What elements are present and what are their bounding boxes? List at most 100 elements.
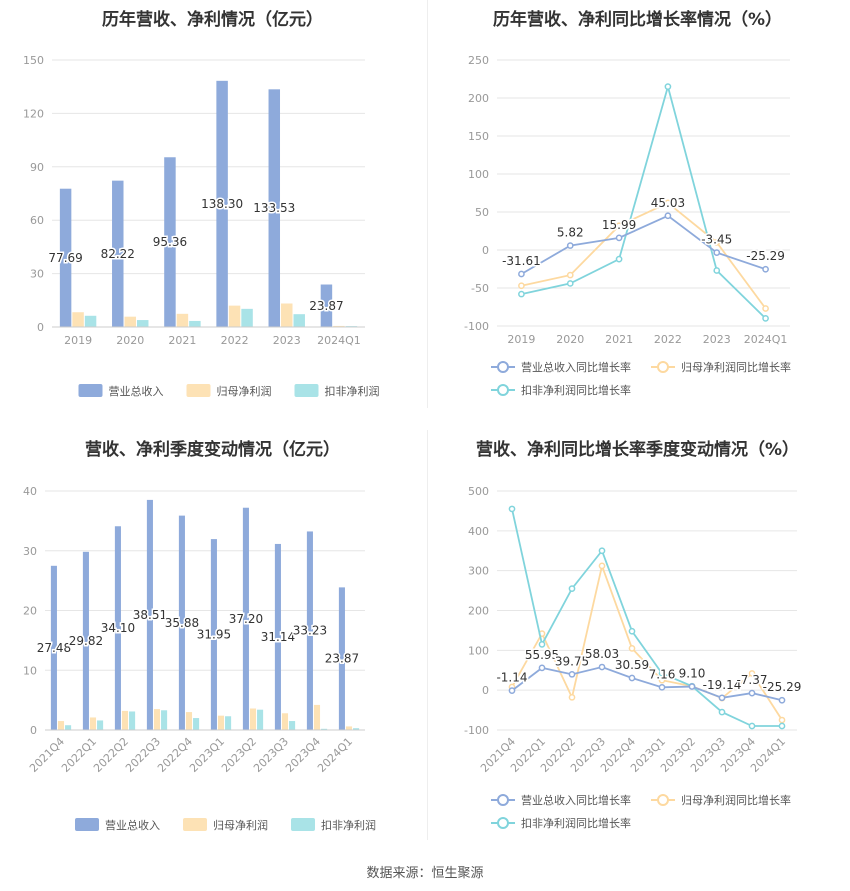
legend-marker bbox=[657, 794, 669, 806]
bar-chart-svg: 0 30 60 90 120 150 77.69 82.22 95.36 138.30 133.53… bbox=[23, 54, 380, 398]
bar-net-profit bbox=[124, 316, 136, 327]
data-point bbox=[658, 676, 666, 684]
data-point bbox=[518, 290, 525, 298]
data-point bbox=[748, 722, 756, 730]
bar-deducted-profit bbox=[84, 315, 97, 327]
data-point bbox=[538, 641, 546, 648]
bar-deducted-profit bbox=[189, 320, 201, 327]
legend-swatch bbox=[294, 384, 319, 397]
bar-net-profit bbox=[121, 710, 129, 730]
bar-revenue bbox=[306, 531, 313, 730]
bar-revenue bbox=[274, 543, 281, 730]
series-line-deducted-profit bbox=[521, 83, 767, 320]
bar-revenue bbox=[320, 284, 333, 327]
y-tick-label: 30 bbox=[23, 545, 37, 558]
data-point bbox=[762, 305, 769, 312]
data-label: 138.30 bbox=[201, 197, 243, 211]
bar-net-profit bbox=[345, 726, 353, 730]
bar-revenue bbox=[178, 515, 185, 730]
series-line-revenue bbox=[511, 666, 783, 702]
data-point bbox=[628, 674, 636, 682]
legend-label: 归母净利润 bbox=[217, 384, 272, 398]
x-tick-label: 2022 bbox=[221, 334, 249, 347]
data-point bbox=[778, 722, 786, 730]
chart-title: 营收、净利同比增长率季度变动情况（%） bbox=[475, 440, 800, 460]
y-tick-label: 200 bbox=[468, 605, 489, 618]
x-tick-label: 2024Q1 bbox=[744, 333, 788, 346]
series-line-revenue bbox=[520, 214, 766, 275]
y-tick-label: 90 bbox=[30, 161, 44, 174]
data-label: 31.95 bbox=[197, 628, 231, 642]
data-point bbox=[568, 585, 576, 592]
bar-deducted-profit bbox=[293, 314, 305, 327]
bar-net-profit bbox=[57, 721, 65, 730]
bar-revenue bbox=[114, 526, 121, 730]
legend-label: 归母净利润同比增长率 bbox=[681, 360, 791, 374]
x-tick-label: 2021 bbox=[605, 333, 633, 346]
bar-revenue bbox=[242, 507, 249, 730]
data-label: 55.95 bbox=[525, 648, 559, 662]
bar-deducted-profit bbox=[257, 709, 264, 730]
data-point bbox=[713, 249, 721, 256]
bar-deducted-profit bbox=[225, 716, 232, 730]
bar-net-profit bbox=[185, 712, 193, 730]
data-label: 37.20 bbox=[229, 612, 263, 626]
data-label: -1.14 bbox=[496, 671, 527, 685]
line-chart-svg: -100 0 100 200 300 400 500 -1.14 55.9539.7558.03… bbox=[464, 485, 803, 830]
legend-marker bbox=[497, 794, 509, 806]
bar-revenue bbox=[338, 587, 345, 730]
legend-swatch bbox=[75, 818, 99, 831]
data-point bbox=[664, 212, 672, 220]
data-point bbox=[762, 265, 769, 273]
series-line-deducted-profit bbox=[511, 508, 782, 727]
legend-swatch bbox=[183, 818, 207, 831]
data-label: 7.16 bbox=[649, 667, 676, 681]
x-tick-label: 2024Q1 bbox=[317, 334, 361, 347]
chart-title: 历年营收、净利同比增长率情况（%） bbox=[492, 10, 783, 30]
quarterly-growth-rate-chart: 营收、净利同比增长率季度变动情况（%） -100 0 100 200 300 400 500… bbox=[425, 430, 850, 850]
data-label: -31.61 bbox=[502, 254, 541, 268]
y-tick-label: -100 bbox=[464, 724, 489, 737]
y-tick-label: 30 bbox=[30, 268, 44, 281]
data-point bbox=[718, 708, 726, 716]
data-label: -7.37 bbox=[736, 673, 767, 687]
data-point bbox=[658, 670, 666, 677]
data-point bbox=[518, 282, 525, 290]
y-tick-label: 100 bbox=[468, 644, 489, 657]
annual-growth-rate-chart: 历年营收、净利同比增长率情况（%） -100 -50 0 50 100 150 200 250… bbox=[425, 0, 850, 410]
data-label: 39.75 bbox=[555, 654, 589, 668]
data-label: 133.53 bbox=[253, 201, 295, 215]
data-point bbox=[748, 670, 756, 677]
data-point bbox=[628, 644, 636, 652]
x-tick-label: 2019 bbox=[507, 333, 535, 346]
data-point bbox=[518, 270, 525, 278]
data-point bbox=[598, 663, 606, 671]
line-chart-svg: -100 -50 0 50 100 150 200 250 -31.61 5.82 15.99 45.… bbox=[464, 54, 791, 397]
data-label: 77.69 bbox=[48, 251, 82, 265]
y-tick-label: 0 bbox=[30, 724, 37, 737]
data-label: 31.14 bbox=[261, 630, 295, 644]
y-tick-label: 400 bbox=[468, 525, 489, 538]
legend-label: 扣非净利润同比增长率 bbox=[521, 816, 631, 830]
data-label: 5.82 bbox=[557, 226, 584, 240]
panel-divider bbox=[427, 0, 428, 408]
bar-deducted-profit bbox=[97, 720, 104, 730]
bar-net-profit bbox=[249, 708, 257, 730]
bar-revenue bbox=[82, 551, 89, 730]
bar-net-profit bbox=[281, 303, 293, 327]
x-tick-label: 2024Q1 bbox=[315, 735, 355, 775]
bar-net-profit bbox=[228, 305, 241, 327]
legend-label: 归母净利润同比增长率 bbox=[681, 793, 791, 807]
y-tick-label: 0 bbox=[37, 321, 44, 334]
data-label: -3.45 bbox=[701, 233, 732, 247]
bar-revenue bbox=[216, 80, 228, 328]
series-line-net-profit bbox=[521, 201, 767, 310]
y-tick-label: 300 bbox=[468, 565, 489, 578]
data-point bbox=[718, 694, 726, 702]
bar-net-profit bbox=[217, 715, 225, 730]
y-tick-label: 60 bbox=[30, 214, 44, 227]
legend-label: 扣非净利润同比增长率 bbox=[521, 383, 631, 397]
y-tick-label: 0 bbox=[482, 244, 489, 257]
data-point bbox=[566, 271, 574, 279]
